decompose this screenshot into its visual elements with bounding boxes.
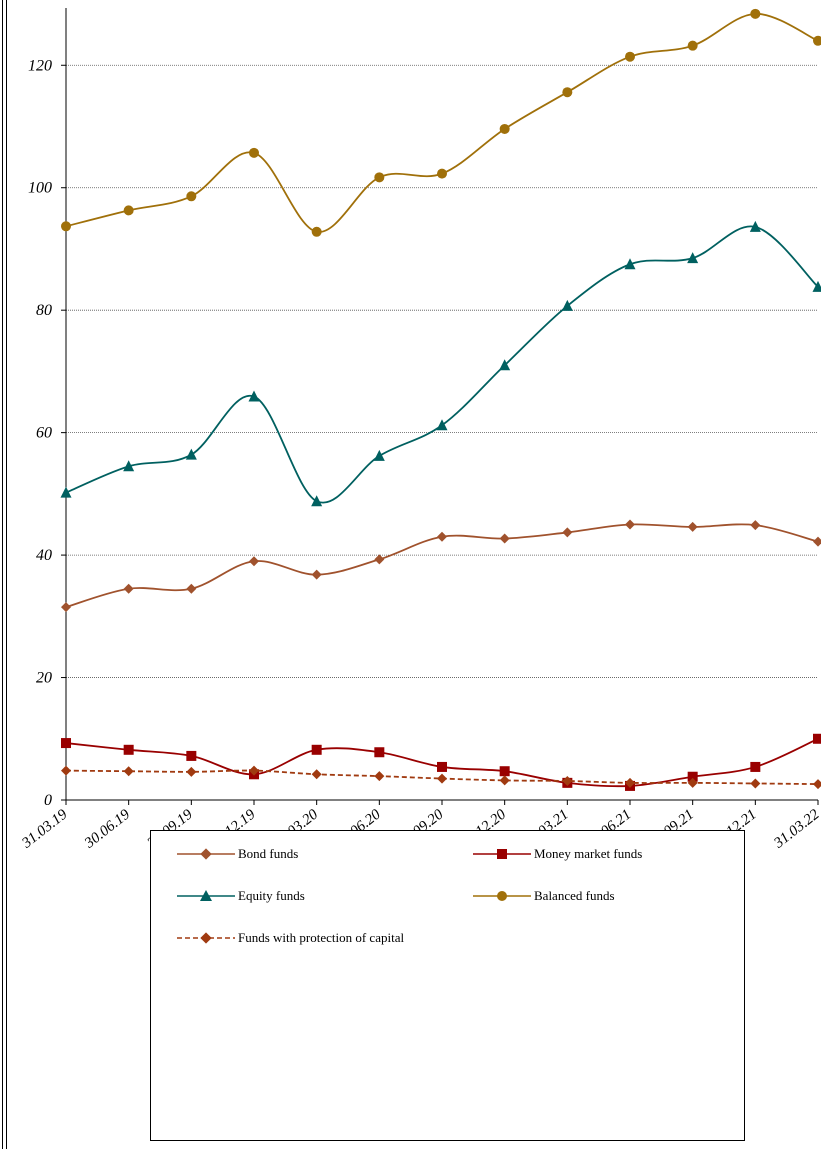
data-point bbox=[562, 776, 573, 787]
data-point bbox=[311, 226, 322, 237]
data-point bbox=[437, 761, 447, 772]
data-point bbox=[437, 531, 447, 542]
data-point bbox=[813, 536, 821, 547]
data-point bbox=[750, 761, 761, 772]
data-point bbox=[249, 147, 259, 158]
data-point bbox=[374, 747, 385, 758]
data-point bbox=[374, 771, 385, 782]
x-tick-label: 30.06.19 bbox=[81, 806, 133, 852]
data-point bbox=[311, 569, 322, 580]
data-point bbox=[249, 765, 259, 776]
data-point bbox=[812, 280, 821, 292]
data-point bbox=[186, 191, 197, 202]
data-point bbox=[750, 8, 761, 19]
legend-label-funds-with-protection-of-capital: Funds with protection of capital bbox=[238, 930, 405, 945]
data-point bbox=[186, 750, 197, 761]
data-point bbox=[248, 390, 260, 402]
data-point bbox=[499, 359, 511, 371]
legend-item-equity-funds: Equity funds bbox=[177, 888, 305, 904]
data-point bbox=[813, 35, 821, 46]
data-point bbox=[436, 419, 448, 431]
data-point bbox=[311, 495, 323, 507]
data-point bbox=[562, 527, 573, 538]
data-point bbox=[687, 521, 698, 532]
data-point bbox=[499, 766, 510, 777]
data-point bbox=[625, 519, 635, 530]
legend-line-balanced-funds bbox=[473, 891, 531, 901]
series-line-balanced-funds bbox=[65, 12, 819, 233]
data-point bbox=[750, 520, 761, 531]
series-funds-with-protection-of-capital bbox=[61, 765, 821, 790]
data-point bbox=[813, 733, 821, 744]
y-tick-label: 20 bbox=[36, 670, 52, 687]
legend-label-bond-funds: Bond funds bbox=[238, 846, 299, 861]
data-point bbox=[61, 765, 71, 776]
legend-label-equity-funds: Equity funds bbox=[238, 888, 305, 903]
data-point bbox=[123, 583, 134, 594]
legend-line-equity-funds bbox=[177, 890, 235, 901]
series-balanced-funds bbox=[61, 8, 821, 237]
legend-line-funds-with-protection-of-capital bbox=[177, 932, 235, 944]
data-point bbox=[625, 51, 635, 62]
series-line-equity-funds bbox=[65, 225, 819, 504]
legend-item-bond-funds: Bond funds bbox=[177, 846, 298, 862]
data-point bbox=[61, 221, 71, 232]
data-point bbox=[625, 777, 635, 788]
data-point bbox=[687, 777, 698, 788]
y-tick-label: 120 bbox=[28, 57, 52, 74]
data-point bbox=[123, 766, 134, 777]
data-point bbox=[123, 460, 135, 472]
data-point bbox=[123, 744, 134, 755]
series-equity-funds bbox=[60, 220, 821, 507]
data-point bbox=[687, 252, 699, 264]
legend-item-money-market-funds: Money market funds bbox=[473, 846, 642, 862]
data-point bbox=[499, 533, 510, 544]
data-point bbox=[687, 771, 698, 782]
data-point bbox=[311, 769, 322, 780]
data-point bbox=[437, 773, 447, 784]
y-tick-label: 60 bbox=[36, 425, 52, 442]
data-point bbox=[750, 778, 761, 789]
y-tick-label: 100 bbox=[28, 180, 52, 197]
data-point bbox=[499, 775, 510, 786]
legend-label-money-market-funds: Money market funds bbox=[534, 846, 643, 861]
data-point bbox=[499, 123, 510, 134]
data-point bbox=[249, 556, 259, 567]
data-point bbox=[687, 40, 698, 51]
data-point bbox=[813, 779, 821, 790]
legend: Bond funds Money market funds Equity fun… bbox=[150, 830, 745, 1141]
data-point bbox=[374, 554, 385, 565]
data-point bbox=[374, 172, 385, 183]
data-point bbox=[437, 168, 447, 179]
data-point bbox=[186, 766, 197, 777]
y-tick-label: 40 bbox=[36, 547, 52, 564]
x-tick-label: 31.03.19 bbox=[18, 806, 70, 852]
legend-item-funds-with-protection-of-capital: Funds with protection of capital bbox=[177, 930, 404, 946]
data-point bbox=[186, 583, 197, 594]
data-point bbox=[373, 449, 385, 461]
data-point bbox=[61, 738, 71, 749]
data-point bbox=[61, 602, 71, 613]
data-point bbox=[562, 87, 573, 98]
legend-item-balanced-funds: Balanced funds bbox=[473, 888, 615, 904]
data-point bbox=[311, 744, 322, 755]
series-bond-funds bbox=[61, 519, 821, 613]
y-tick-label: 80 bbox=[36, 302, 52, 319]
legend-line-bond-funds bbox=[177, 848, 235, 860]
data-point bbox=[624, 258, 636, 270]
x-tick-label: 31.03.22 bbox=[770, 806, 821, 852]
legend-label-balanced-funds: Balanced funds bbox=[534, 888, 615, 903]
data-point bbox=[185, 448, 197, 460]
data-point bbox=[561, 299, 573, 311]
data-point bbox=[60, 486, 72, 498]
y-tick-label: 0 bbox=[44, 792, 52, 809]
data-point bbox=[749, 220, 761, 232]
legend-line-money-market-funds bbox=[473, 849, 531, 859]
data-point bbox=[123, 205, 134, 216]
